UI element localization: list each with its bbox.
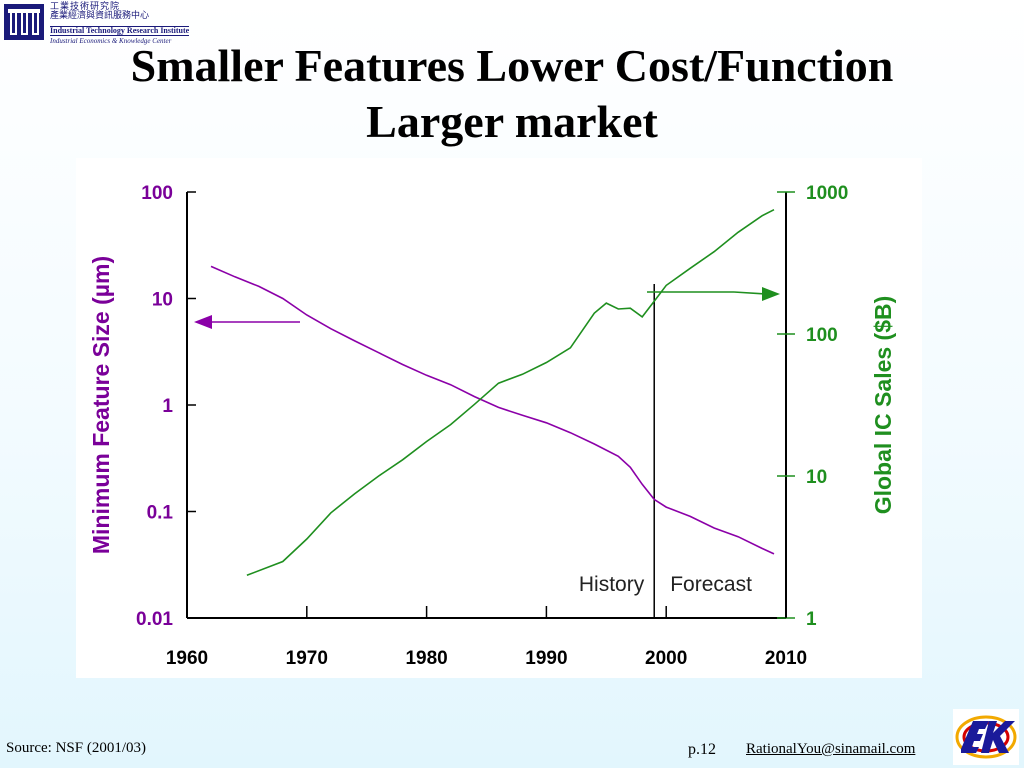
right-axis-arrow-b <box>733 291 767 295</box>
page-number: p.12 <box>688 741 716 758</box>
x-tick-label: 1960 <box>166 648 208 669</box>
source-note: Source: NSF (2001/03) <box>6 740 146 756</box>
feature-size-line <box>210 265 775 555</box>
x-tick-label: 1970 <box>286 648 328 669</box>
left-axis-label: Minimum Feature Size (µm) <box>88 256 114 554</box>
left-tick-label: 10 <box>152 290 173 311</box>
slide-title-line-2: Larger market <box>366 96 658 147</box>
left-tick-label: 100 <box>141 183 173 204</box>
org-line-4: Industrial Economics & Knowledge Center <box>50 36 172 45</box>
ek-logo <box>953 709 1019 765</box>
org-line-3: Industrial Technology Research Institute <box>50 25 190 37</box>
right-tick-label: 10 <box>806 467 827 488</box>
right-axis-label: Global IC Sales ($B) <box>870 296 896 515</box>
forecast-label: Forecast <box>670 573 752 596</box>
right-tick-label: 1 <box>806 609 817 630</box>
history-label: History <box>579 573 645 596</box>
left-tick-label: 1 <box>162 396 173 417</box>
left-axis-arrowhead <box>194 315 212 329</box>
right-tick-label: 1000 <box>806 183 848 204</box>
slide-title-line-1: Smaller Features Lower Cost/Function <box>130 40 894 91</box>
x-tick-label: 2000 <box>645 648 687 669</box>
left-tick-label: 0.01 <box>136 609 173 630</box>
email-link[interactable]: RationalYou@sinamail.com <box>746 741 916 757</box>
x-tick-label: 1980 <box>405 648 447 669</box>
left-tick-label: 0.1 <box>147 503 174 524</box>
org-line-2: 產業經濟與資訊服務中心 <box>50 10 150 21</box>
x-tick-label: 2010 <box>765 648 807 669</box>
chart-panel: 100 10 1 0.1 0.01 1000 100 10 1 1960 1970 1980 1990 2… <box>76 158 922 678</box>
itri-logo <box>4 4 44 40</box>
organization-name: 工業技術研究院 產業經濟與資訊服務中心 Industrial Technolog… <box>50 1 190 45</box>
org-line-1: 工業技術研究院 <box>50 1 121 11</box>
chart: 100 10 1 0.1 0.01 1000 100 10 1 1960 1970 1980 1990 2… <box>88 183 896 669</box>
right-tick-label: 100 <box>806 325 838 346</box>
ic-sales-line <box>246 208 775 577</box>
right-axis-arrowhead <box>762 287 780 301</box>
slide-title: Smaller Features Lower Cost/Function Lar… <box>0 38 1024 150</box>
x-tick-label: 1990 <box>525 648 567 669</box>
